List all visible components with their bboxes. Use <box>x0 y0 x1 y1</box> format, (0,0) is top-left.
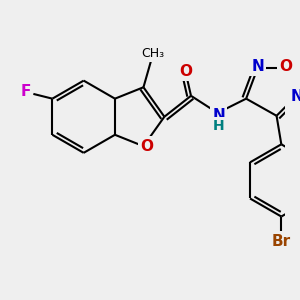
Text: F: F <box>21 84 31 99</box>
Text: Br: Br <box>272 234 291 249</box>
Text: CH₃: CH₃ <box>141 47 164 61</box>
Text: N: N <box>212 108 225 123</box>
Text: O: O <box>180 64 193 79</box>
Text: N: N <box>251 59 264 74</box>
Text: O: O <box>280 59 292 74</box>
Text: N: N <box>290 89 300 104</box>
Text: H: H <box>213 119 224 133</box>
Text: O: O <box>140 139 153 154</box>
